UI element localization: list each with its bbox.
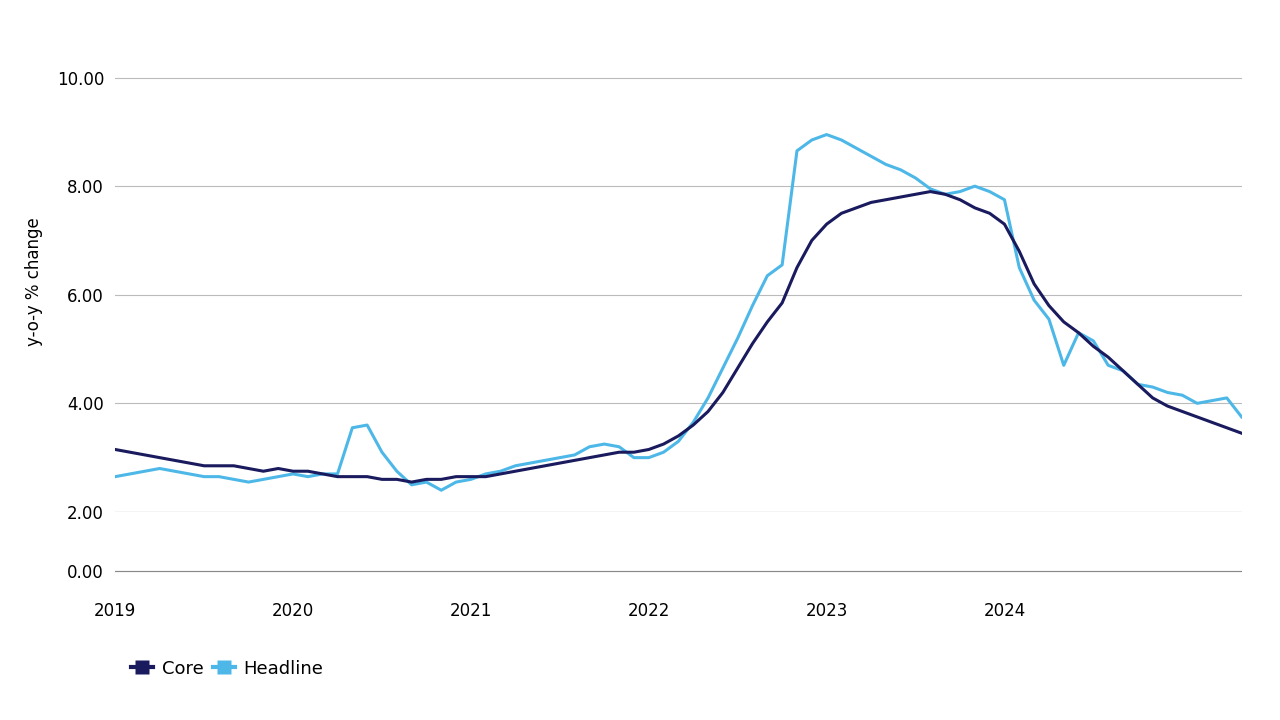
Legend: Core, Headline: Core, Headline <box>124 652 330 685</box>
Y-axis label: y-o-y % change: y-o-y % change <box>24 217 42 346</box>
